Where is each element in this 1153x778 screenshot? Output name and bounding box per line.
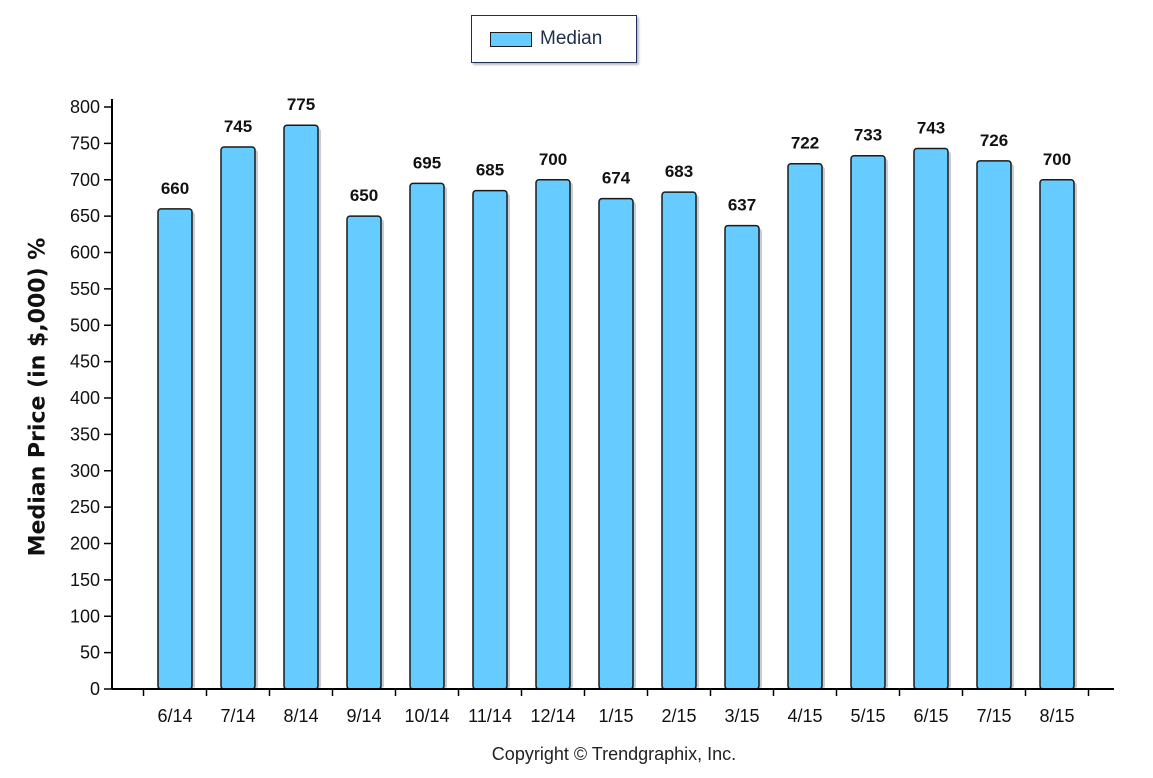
bar — [1039, 179, 1075, 690]
x-tick-label: 9/14 — [346, 706, 381, 726]
y-tick-label: 250 — [70, 497, 100, 517]
bar — [661, 191, 697, 690]
y-tick-label: 600 — [70, 243, 100, 263]
data-label: 775 — [287, 95, 315, 114]
y-tick-label: 0 — [90, 679, 100, 699]
bar — [472, 189, 508, 690]
data-label: 733 — [854, 126, 882, 145]
x-tick-label: 12/14 — [530, 706, 575, 726]
legend-swatch — [490, 31, 532, 47]
bar — [220, 146, 256, 690]
y-tick-label: 650 — [70, 206, 100, 226]
copyright-text: Copyright © Trendgraphix, Inc. — [491, 744, 737, 764]
data-label: 660 — [161, 179, 189, 198]
y-tick-label: 450 — [70, 352, 100, 372]
bar — [724, 224, 760, 690]
bar — [787, 162, 823, 690]
y-tick-label: 700 — [70, 170, 100, 190]
bar — [976, 160, 1012, 690]
bar — [409, 182, 445, 690]
y-axis-title: Median Price (in $,000) % — [25, 237, 51, 557]
x-tick-label: 3/15 — [724, 706, 759, 726]
y-tick-label: 800 — [70, 97, 100, 117]
bar — [850, 154, 886, 690]
data-label: 674 — [602, 169, 631, 188]
y-tick-label: 350 — [70, 424, 100, 444]
x-tick-label: 6/14 — [157, 706, 192, 726]
data-label: 726 — [980, 131, 1008, 150]
y-tick-label: 200 — [70, 534, 100, 554]
y-tick-label: 500 — [70, 315, 100, 335]
x-tick-label: 8/14 — [283, 706, 318, 726]
x-tick-label: 8/15 — [1039, 706, 1074, 726]
data-label: 700 — [539, 150, 567, 169]
data-label: 685 — [476, 161, 504, 180]
x-tick-label: 5/15 — [850, 706, 885, 726]
x-tick-label: 10/14 — [404, 706, 449, 726]
bar — [913, 147, 949, 690]
x-tick-label: 7/14 — [220, 706, 255, 726]
data-label: 695 — [413, 153, 441, 172]
x-tick-label: 2/15 — [661, 706, 696, 726]
y-tick-label: 150 — [70, 570, 100, 590]
bar — [598, 197, 634, 690]
y-tick-label: 750 — [70, 133, 100, 153]
bar — [346, 215, 382, 690]
bar — [157, 208, 193, 690]
bar — [535, 179, 571, 690]
data-label: 743 — [917, 118, 945, 137]
bar — [283, 124, 319, 690]
data-label: 700 — [1043, 150, 1071, 169]
data-label: 650 — [350, 186, 378, 205]
x-tick-label: 4/15 — [787, 706, 822, 726]
x-tick-label: 11/14 — [468, 706, 512, 726]
y-tick-label: 400 — [70, 388, 100, 408]
data-label: 722 — [791, 134, 819, 153]
data-label: 637 — [728, 196, 756, 215]
data-label: 683 — [665, 162, 693, 181]
data-label: 745 — [224, 117, 252, 136]
legend: Median — [471, 15, 637, 63]
x-tick-label: 7/15 — [976, 706, 1011, 726]
y-tick-label: 550 — [70, 279, 100, 299]
y-tick-label: 300 — [70, 461, 100, 481]
legend-label: Median — [540, 28, 603, 49]
y-tick-label: 50 — [80, 643, 100, 663]
y-tick-label: 100 — [70, 606, 100, 626]
x-tick-label: 6/15 — [913, 706, 948, 726]
x-tick-label: 1/15 — [598, 706, 633, 726]
